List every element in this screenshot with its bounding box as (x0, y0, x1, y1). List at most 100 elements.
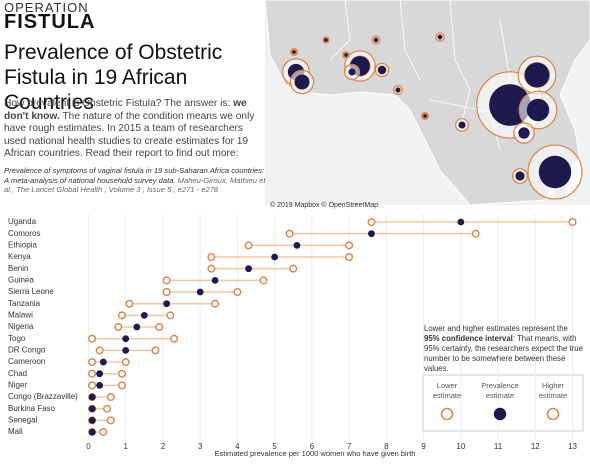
prevalence-dot (96, 381, 104, 389)
legend-label: Higher estimate (538, 381, 568, 400)
map-prevalence (373, 37, 379, 43)
intro: How prevalent is Obstetric Fistula? The … (4, 98, 266, 161)
y-tick-label: Malawi (8, 310, 33, 319)
estimate-dot (471, 229, 480, 238)
map-prevalence (395, 87, 401, 93)
estimate-dot (99, 428, 108, 437)
prevalence-dot (122, 335, 130, 343)
estimate-dot (151, 346, 160, 355)
kicker: OPERATION (4, 0, 89, 15)
estimate-dot (114, 323, 123, 332)
x-tick-label: 3 (198, 442, 203, 451)
brand: FISTULA (4, 11, 96, 33)
citation: Prevalence of symptoms of vaginal fistul… (4, 166, 266, 195)
x-tick-label: 1 (123, 442, 128, 451)
map-borders (329, 0, 521, 151)
x-tick-label: 2 (161, 442, 166, 451)
estimate-dot (367, 217, 376, 226)
x-tick-label: 12 (531, 442, 540, 451)
note-text: Lower and higher estimates represent the (424, 324, 568, 333)
estimate-dot (162, 276, 171, 285)
intro-text: The nature of the condition means we onl… (4, 110, 255, 160)
prevalence-dot (368, 230, 375, 238)
map-prevalence (515, 171, 525, 181)
y-tick-label: Ethiopia (8, 240, 37, 249)
x-tick-label: 13 (568, 442, 577, 451)
estimate-dot (345, 241, 354, 250)
map-lower (291, 49, 297, 55)
x-tick-label: 5 (272, 442, 277, 451)
estimate-dot (103, 404, 112, 413)
estimate-dot (233, 288, 242, 297)
estimate-dot (125, 299, 134, 308)
estimate-dot (285, 229, 294, 238)
y-tick-label: Kenya (8, 252, 31, 261)
estimate-dot (207, 264, 216, 273)
estimate-dot (88, 369, 97, 378)
y-tick-label: Uganda (8, 217, 37, 226)
y-tick-label: Senegal (8, 415, 38, 424)
prevalence-dot (163, 300, 171, 308)
x-tick-label: 6 (310, 442, 315, 451)
x-tick-label: 8 (384, 442, 389, 451)
y-tick-label: Togo (8, 334, 26, 343)
map-lower (323, 37, 329, 43)
legend-box (422, 374, 584, 432)
prevalence-dot (293, 241, 301, 249)
estimate-dot (259, 276, 268, 285)
note-bold: 95% confidence interval (424, 334, 513, 343)
intro-text: How prevalent is Obstetric Fistula? The … (4, 98, 234, 109)
prevalence-dot (140, 311, 148, 319)
legend-marker (493, 407, 507, 421)
estimate-dot (117, 369, 126, 378)
prevalence-dot (133, 323, 141, 331)
map-prevalence (423, 114, 427, 118)
estimate-dot (155, 323, 164, 332)
estimate-dot (244, 241, 253, 250)
prevalence-dot (88, 405, 96, 413)
citation-authors: Maheu-Giroux, Mathieu et al., The Lancet… (4, 175, 266, 195)
map-lower (437, 34, 443, 40)
prevalence-dot (245, 265, 252, 273)
x-tick-label: 10 (456, 442, 465, 451)
citation-title: Prevalence of symptoms of vaginal fistul… (4, 166, 265, 185)
estimate-dot (88, 381, 97, 390)
prevalence-dot (96, 370, 104, 378)
estimate-dot (170, 334, 179, 343)
x-tick-label: 11 (494, 442, 503, 451)
estimate-dot (166, 311, 175, 320)
map-prevalence (294, 74, 310, 90)
map-lower (373, 37, 379, 43)
map-prevalence (292, 50, 296, 54)
prevalence-dot (122, 346, 130, 354)
y-tick-label: Chad (8, 369, 27, 378)
x-tick-label: 7 (347, 442, 352, 451)
intro-bold: we don't know. (4, 98, 247, 122)
estimate-dot (211, 299, 220, 308)
estimate-dot (106, 393, 115, 402)
title: Prevalence of Obstetric Fistula in 19 Af… (4, 41, 223, 114)
legend-marker (440, 407, 454, 421)
prevalence-dot (211, 276, 219, 284)
prevalence-dot (457, 218, 465, 226)
estimate-dot (88, 358, 97, 367)
map-prevalence (538, 155, 572, 189)
y-tick-label: Tanzania (8, 299, 41, 308)
y-tick-label: Sierra Leone (8, 287, 54, 296)
estimate-dot (121, 358, 130, 367)
estimate-dot (106, 416, 115, 425)
estimate-dot (162, 288, 171, 297)
prevalence-dot (88, 393, 96, 401)
estimate-dot (289, 264, 298, 273)
note: Lower and higher estimates represent the… (424, 324, 584, 374)
prevalence-dot (99, 358, 107, 366)
y-tick-label: Comoros (8, 229, 40, 238)
map-prevalence (344, 53, 348, 57)
y-tick-label: Burkina Faso (8, 404, 56, 413)
y-tick-label: Mali (8, 427, 23, 436)
map-prevalence (377, 65, 387, 75)
y-tick-label: Guinea (8, 275, 34, 284)
prevalence-dot (196, 288, 204, 296)
map-prevalence (518, 127, 530, 139)
estimate-dot (117, 311, 126, 320)
